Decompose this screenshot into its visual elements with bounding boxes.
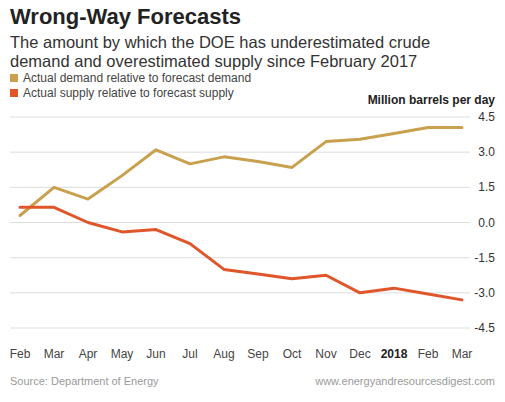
y-tick-label: 0.0 xyxy=(478,216,495,230)
series-line xyxy=(20,128,462,216)
x-tick-label: Apr xyxy=(79,347,98,361)
source: Source: Department of Energy xyxy=(10,375,159,387)
x-tick-label: Aug xyxy=(213,347,234,361)
x-tick-label: Sep xyxy=(247,347,269,361)
grid-line xyxy=(10,152,470,153)
series-line xyxy=(20,207,462,300)
x-tick-label: Dec xyxy=(349,347,370,361)
x-tick-label: Jun xyxy=(146,347,165,361)
subtitle: The amount by which the DOE has underest… xyxy=(10,33,430,51)
x-tick-label: Mar xyxy=(44,347,65,361)
x-tick-label: 2018 xyxy=(381,347,408,361)
x-tick-label: May xyxy=(111,347,134,361)
y-tick-label: 4.5 xyxy=(478,110,495,124)
legend-label: Actual demand relative to forecast deman… xyxy=(23,71,251,85)
y-tick-label: -3.0 xyxy=(474,286,495,300)
grid-line xyxy=(10,257,470,258)
grid-line xyxy=(10,292,470,293)
legend-swatch xyxy=(10,74,18,82)
legend-swatch xyxy=(10,89,18,97)
background xyxy=(0,0,505,402)
title: Wrong-Way Forecasts xyxy=(10,4,241,29)
grid-line xyxy=(10,328,470,329)
y-tick-label: -4.5 xyxy=(474,321,495,335)
x-tick-label: Jul xyxy=(182,347,197,361)
grid-line xyxy=(10,222,470,223)
y-tick-label: 3.0 xyxy=(478,145,495,159)
subtitle: demand and overestimated supply since Fe… xyxy=(10,52,417,70)
grid-line xyxy=(10,187,470,188)
y-tick-label: 1.5 xyxy=(478,180,495,194)
y-tick-label: -1.5 xyxy=(474,251,495,265)
website: www.energyandresourcesdigest.com xyxy=(314,375,495,387)
x-tick-label: Feb xyxy=(418,347,439,361)
x-tick-label: Mar xyxy=(452,347,473,361)
x-tick-label: Nov xyxy=(315,347,336,361)
x-tick-label: Oct xyxy=(283,347,302,361)
chart: Wrong-Way Forecasts The amount by which t… xyxy=(0,0,505,402)
x-tick-label: Feb xyxy=(10,347,31,361)
grid-line xyxy=(10,117,470,118)
legend-label: Actual supply relative to forecast suppl… xyxy=(23,86,234,100)
y-axis-label: Million barrels per day xyxy=(368,93,496,107)
plot-area xyxy=(20,128,462,300)
